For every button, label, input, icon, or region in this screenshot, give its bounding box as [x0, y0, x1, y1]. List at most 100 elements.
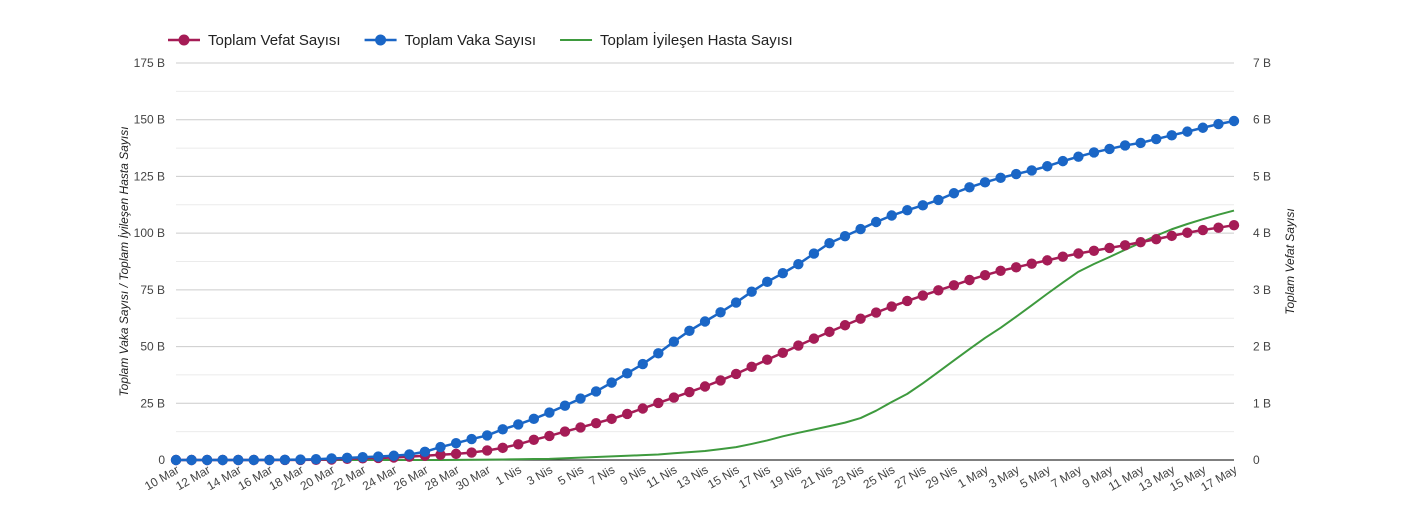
data-point-cases — [341, 452, 353, 464]
data-point-cases — [886, 210, 897, 221]
y-left-tick-label: 50 B — [140, 340, 165, 354]
x-tick-label: 17 Nis — [736, 462, 772, 491]
legend-item-deaths[interactable]: Toplam Vefat Sayısı — [168, 32, 341, 49]
data-point-deaths — [1042, 255, 1053, 266]
data-point-cases — [1197, 122, 1209, 133]
y-right-tick-label: 4 B — [1253, 226, 1271, 240]
data-point-deaths — [1151, 233, 1162, 245]
data-point-cases — [1073, 151, 1084, 162]
series-line-cases — [176, 119, 1235, 462]
data-point-cases — [1042, 161, 1053, 172]
y-right-tick-label: 2 B — [1253, 340, 1271, 354]
data-point-deaths — [1228, 220, 1240, 231]
x-tick-label: 3 May — [986, 462, 1021, 490]
data-point-deaths — [933, 285, 944, 296]
data-point-deaths — [1057, 251, 1069, 262]
data-point-deaths — [715, 375, 726, 386]
legend-label: Toplam Vaka Sayısı — [405, 32, 536, 49]
data-point-deaths — [762, 354, 773, 365]
data-point-deaths — [559, 426, 571, 437]
data-point-cases — [1228, 115, 1240, 127]
y-left-tick-label: 0 — [158, 453, 165, 467]
data-point-cases — [1151, 133, 1162, 145]
data-point-cases — [839, 230, 851, 242]
data-point-cases — [513, 419, 524, 430]
data-point-cases — [622, 368, 633, 379]
data-point-cases — [590, 386, 602, 397]
x-tick-label: 11 Nis — [644, 462, 680, 491]
data-point-deaths — [528, 434, 540, 446]
data-point-cases — [326, 453, 337, 464]
data-point-cases — [933, 194, 944, 206]
legend-item-recovered[interactable]: Toplam İyileşen Hasta Sayısı — [560, 31, 793, 49]
data-point-deaths — [606, 413, 617, 425]
data-point-cases — [730, 297, 742, 308]
data-point-deaths — [839, 320, 851, 331]
data-point-cases — [762, 276, 773, 288]
data-point-deaths — [481, 445, 493, 456]
data-point-deaths — [964, 274, 975, 286]
data-point-cases — [435, 441, 446, 453]
data-point-deaths — [824, 326, 835, 338]
legend[interactable]: Toplam Vefat Sayısı Toplam Vaka Sayısı Top… — [168, 31, 793, 49]
x-tick-label: 29 Nis — [923, 462, 959, 491]
series-line-recovered — [176, 209, 1235, 461]
data-point-cases — [1057, 155, 1069, 167]
x-tick-label: 28 Mar — [422, 462, 461, 493]
x-tick-label: 7 May — [1049, 462, 1084, 490]
data-point-cases — [948, 188, 960, 199]
data-point-deaths — [1026, 258, 1037, 269]
data-point-deaths — [1197, 224, 1209, 236]
data-point-cases — [637, 358, 648, 370]
y-right-tick-label: 7 B — [1253, 56, 1271, 70]
data-point-cases — [699, 316, 711, 327]
y-right-tick-label: 5 B — [1253, 169, 1271, 183]
x-tick-label: 5 Nis — [555, 462, 586, 488]
x-tick-label: 15 Nis — [705, 462, 741, 491]
series-deaths — [170, 220, 1240, 466]
x-tick-label: 14 Mar — [204, 462, 243, 493]
legend-label: Toplam Vefat Sayısı — [208, 32, 341, 49]
data-point-cases — [995, 172, 1006, 184]
data-point-deaths — [855, 313, 866, 324]
data-point-cases — [855, 223, 866, 235]
data-point-deaths — [653, 397, 664, 409]
data-point-cases — [1166, 130, 1177, 141]
data-point-deaths — [870, 307, 882, 318]
x-tick-label: 16 Mar — [235, 462, 274, 493]
data-point-cases — [373, 451, 384, 462]
series-recovered — [176, 209, 1235, 461]
data-point-deaths — [575, 422, 586, 433]
x-tick-label: 1 Nis — [493, 462, 524, 488]
data-point-cases — [388, 450, 400, 461]
legend-label: Toplam İyileşen Hasta Sayısı — [600, 31, 793, 49]
data-point-cases — [201, 454, 213, 466]
x-tick-label: 26 Mar — [391, 462, 430, 493]
y-left-tick-label: 150 B — [134, 113, 165, 127]
x-tick-label: 3 Nis — [524, 462, 555, 488]
legend-item-cases[interactable]: Toplam Vaka Sayısı — [364, 32, 536, 49]
data-point-deaths — [746, 361, 757, 373]
data-point-deaths — [979, 270, 991, 281]
x-tick-label: 22 Mar — [329, 462, 368, 493]
data-point-cases — [186, 454, 197, 466]
data-point-deaths — [544, 430, 555, 442]
data-point-cases — [917, 200, 929, 211]
data-point-deaths — [435, 449, 446, 460]
data-point-cases — [1104, 143, 1115, 155]
data-point-cases — [404, 449, 415, 460]
data-point-cases — [1135, 137, 1146, 149]
data-point-deaths — [793, 340, 804, 351]
y-left-tick-label: 75 B — [140, 283, 165, 297]
y-left-axis-title: Toplam Vaka Sayısı / Toplam İyileşen Has… — [117, 126, 131, 396]
data-point-cases — [357, 451, 368, 463]
data-point-deaths — [668, 392, 680, 403]
data-point-deaths — [622, 408, 633, 420]
x-tick-label: 27 Nis — [892, 462, 928, 491]
data-point-cases — [606, 377, 617, 388]
data-point-cases — [824, 237, 835, 249]
data-point-cases — [653, 348, 664, 359]
axes: 0 0 25 B 1 B 50 B 2 B 75 B 3 B 100 B 4 B 125 B 5 B 1… — [117, 56, 1297, 494]
data-point-deaths — [902, 295, 913, 307]
